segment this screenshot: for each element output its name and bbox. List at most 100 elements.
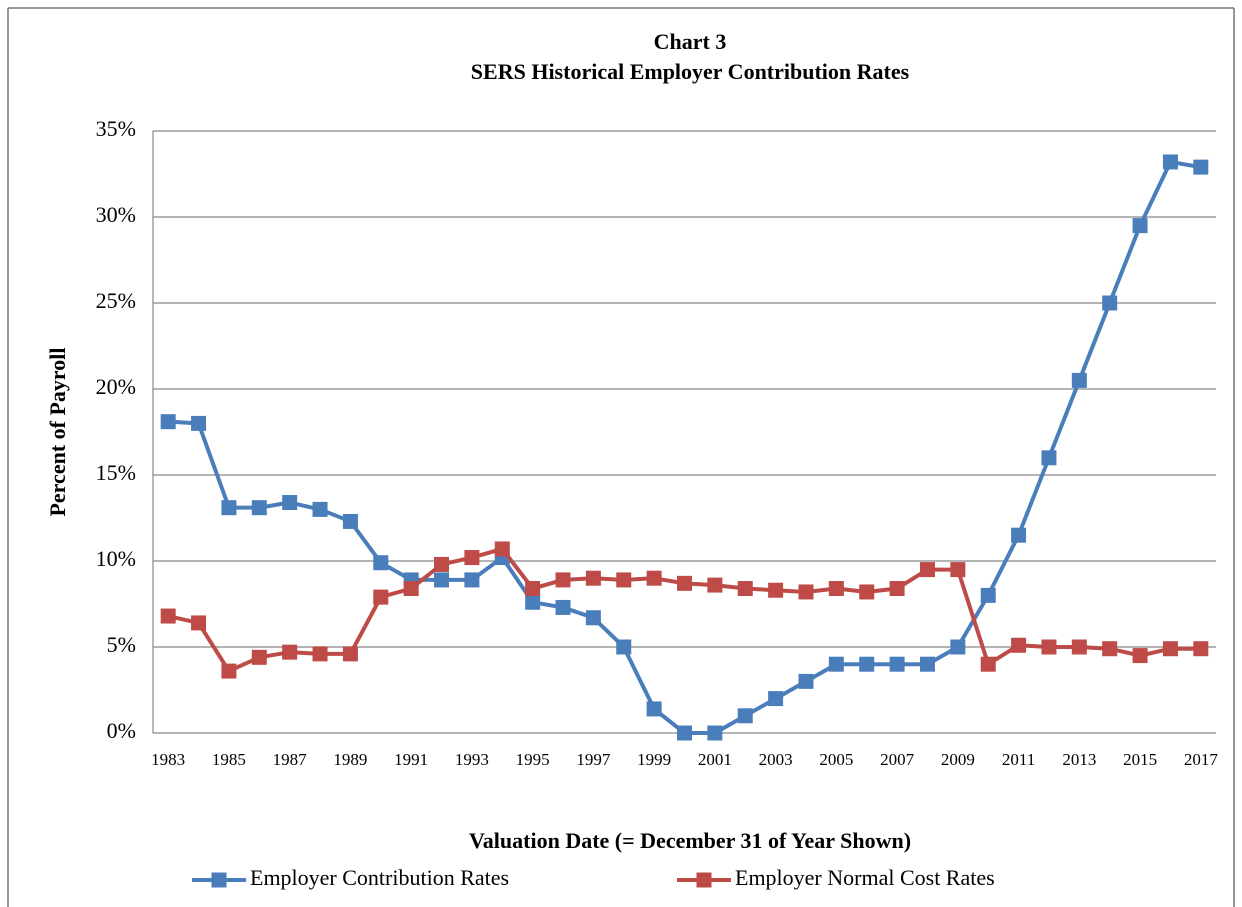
data-point	[1071, 639, 1087, 655]
data-point	[677, 725, 692, 741]
data-point	[950, 562, 966, 578]
legend-label: Employer Contribution Rates	[250, 865, 509, 890]
legend-marker	[696, 872, 712, 888]
data-point	[768, 691, 784, 707]
x-tick-label: 2011	[1002, 750, 1035, 769]
data-point	[342, 513, 358, 529]
y-tick-label: 20%	[96, 374, 136, 399]
data-point	[312, 501, 328, 517]
data-point	[221, 663, 237, 679]
y-tick-label: 30%	[96, 202, 136, 227]
x-tick-label: 2013	[1062, 750, 1096, 769]
data-point	[919, 562, 935, 578]
data-point	[191, 415, 207, 431]
data-point	[555, 572, 571, 588]
data-point	[221, 500, 237, 516]
legend-label: Employer Normal Cost Rates	[735, 865, 995, 890]
x-tick-label: 1997	[576, 750, 611, 769]
data-point	[464, 550, 480, 566]
data-point	[889, 581, 905, 597]
data-point	[1102, 641, 1118, 657]
data-point	[1132, 648, 1148, 664]
data-point	[1162, 154, 1178, 170]
data-point	[342, 646, 358, 662]
data-point	[434, 556, 450, 572]
chart-title: Chart 3	[654, 29, 727, 54]
data-point	[403, 581, 419, 597]
x-tick-label: 1985	[212, 750, 246, 769]
data-point	[494, 541, 510, 557]
x-tick-label: 2005	[819, 750, 853, 769]
data-point	[464, 572, 480, 588]
data-point	[1102, 295, 1118, 311]
data-point	[828, 581, 844, 597]
x-tick-label: 2017	[1184, 750, 1219, 769]
data-point	[1162, 641, 1178, 657]
x-tick-label: 2015	[1123, 750, 1157, 769]
data-point	[312, 646, 328, 662]
legend-marker	[211, 872, 227, 888]
data-point	[1193, 641, 1209, 657]
data-point	[525, 581, 541, 597]
data-point	[859, 656, 875, 672]
data-point	[191, 615, 207, 631]
data-point	[1011, 527, 1027, 543]
x-tick-label: 2009	[941, 750, 975, 769]
y-tick-label: 10%	[96, 546, 136, 571]
data-point	[889, 656, 905, 672]
data-point	[616, 639, 632, 655]
data-point	[980, 656, 996, 672]
x-tick-label: 1989	[333, 750, 367, 769]
data-point	[585, 570, 601, 586]
data-point	[950, 639, 966, 655]
data-point	[160, 414, 176, 430]
y-tick-label: 15%	[96, 460, 136, 485]
x-tick-label: 1991	[394, 750, 428, 769]
x-axis-title: Valuation Date (= December 31 of Year Sh…	[469, 828, 911, 853]
data-point	[1011, 637, 1027, 653]
data-point	[707, 725, 723, 741]
data-point	[251, 649, 267, 665]
data-point	[373, 555, 389, 571]
data-point	[1132, 218, 1148, 234]
chart-subtitle: SERS Historical Employer Contribution Ra…	[471, 59, 910, 84]
data-point	[798, 584, 814, 600]
data-point	[707, 577, 723, 593]
x-tick-label: 1995	[516, 750, 550, 769]
data-point	[980, 587, 996, 603]
data-point	[616, 572, 632, 588]
data-point	[798, 673, 814, 689]
data-point	[1193, 159, 1209, 175]
data-point	[160, 608, 176, 624]
x-tick-label: 1987	[273, 750, 308, 769]
data-point	[282, 495, 298, 511]
data-point	[677, 575, 692, 591]
y-axis-title: Percent of Payroll	[45, 347, 70, 516]
data-point	[1041, 639, 1057, 655]
data-point	[737, 581, 753, 597]
data-point	[737, 708, 753, 724]
x-tick-label: 2003	[759, 750, 793, 769]
data-point	[646, 701, 662, 717]
data-point	[251, 500, 267, 516]
data-point	[585, 610, 601, 626]
y-tick-label: 25%	[96, 288, 136, 313]
x-tick-label: 1983	[151, 750, 185, 769]
data-point	[828, 656, 844, 672]
data-point	[1071, 372, 1087, 388]
x-tick-label: 1993	[455, 750, 489, 769]
data-point	[1041, 450, 1057, 466]
data-point	[525, 594, 541, 610]
data-point	[282, 644, 298, 660]
y-tick-label: 5%	[107, 632, 136, 657]
y-tick-label: 0%	[107, 718, 136, 743]
x-tick-label: 2007	[880, 750, 915, 769]
data-point	[859, 584, 875, 600]
data-point	[768, 582, 784, 598]
x-tick-label: 2001	[698, 750, 732, 769]
data-point	[919, 656, 935, 672]
data-point	[555, 599, 571, 615]
data-point	[646, 570, 662, 586]
data-point	[373, 589, 389, 605]
